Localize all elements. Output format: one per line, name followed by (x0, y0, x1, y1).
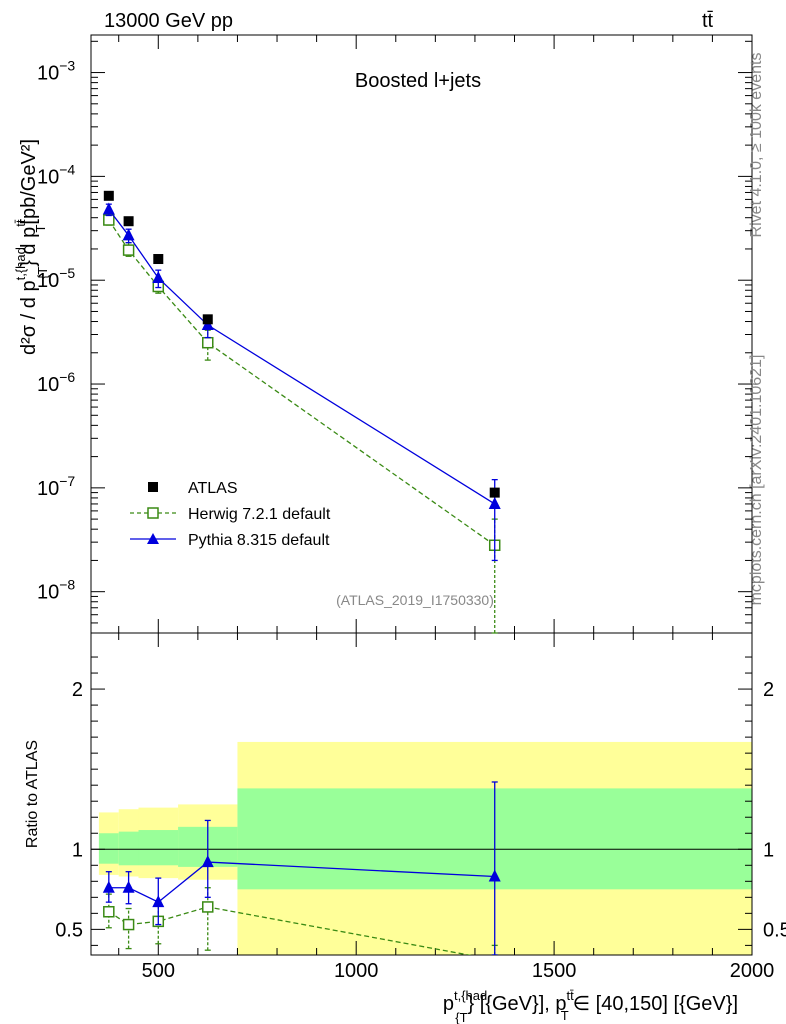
ytick-exp: −4 (59, 161, 75, 177)
ylabel-main: d²σ / d p (18, 280, 40, 355)
plot-title: Boosted l+jets (355, 70, 481, 92)
ytick-base: 10 (37, 166, 59, 188)
main-ytick-label: 10−4 (37, 161, 75, 188)
legend-marker-pythia (147, 533, 159, 544)
band-inner-1 (118, 831, 139, 866)
ratio-pythia-point (102, 880, 115, 893)
ratio-ytick-label-right: 2 (763, 679, 774, 701)
main-herwig-point (103, 214, 115, 226)
xtick-label: 2000 (730, 960, 775, 982)
ratio-y-axis-label: Ratio to ATLAS (24, 740, 41, 848)
ytick-exp: −3 (59, 58, 75, 74)
ratio-herwig-point (202, 901, 214, 913)
ratio-ytick-label-right: 0.5 (763, 919, 786, 941)
main-y-axis-label: d²σ / d pt,{had {T} d ptt̄ T[pb/GeV²] (13, 139, 50, 355)
ratio-pythia-point (152, 895, 165, 908)
main-herwig-point (202, 336, 214, 349)
xtick-label: 1500 (532, 960, 577, 982)
ratio-herwig-point (103, 905, 115, 918)
ylabel-sup1: t,{had (13, 247, 28, 280)
main-ytick-label: 10−7 (37, 473, 75, 500)
main-pythia-point (102, 202, 115, 215)
legend: ATLAS Herwig 7.2.1 default Pythia 8.315 … (130, 480, 331, 549)
ylabel-sub2: T (33, 225, 48, 233)
main-atlas-point (103, 190, 114, 201)
x-axis-label: pt,{had {T} [{GeV}], ptt̄ T ∈ [40,150] [{Ge… (443, 988, 738, 1024)
ratio-herwig-point (122, 918, 135, 931)
ratio-uncertainty-bands (98, 741, 752, 955)
main-pythia-line (108, 209, 496, 505)
xlabel-a-sub: {T (455, 1010, 467, 1024)
legend-label-pythia: Pythia 8.315 default (188, 532, 330, 549)
legend-label-atlas: ATLAS (188, 480, 238, 497)
legend-marker-herwig (147, 507, 159, 519)
mcplots-credit-text: mcplots.cern.ch [arXiv:2401.10621] (748, 355, 765, 606)
ratio-ytick-label: 1 (72, 839, 83, 861)
ytick-exp: −8 (59, 577, 75, 593)
ylabel-sup2: tt̄ (13, 219, 28, 227)
ytick-exp: −7 (59, 473, 75, 489)
main-ytick-label: 10−6 (37, 369, 75, 396)
main-atlas-point (153, 254, 164, 265)
rivet-version-text: Rivet 4.1.0, ≥ 100k events (748, 53, 765, 238)
legend-marker-atlas (148, 482, 158, 492)
main-series (102, 190, 501, 634)
ratio-series (102, 781, 501, 955)
ytick-exp: −5 (59, 265, 75, 281)
xlabel-a-sup: t,{had (454, 988, 487, 1003)
ylabel-end: [pb/GeV²] (18, 139, 40, 225)
ytick-exp: −6 (59, 369, 75, 385)
main-ytick-label: 10−8 (37, 577, 75, 604)
main-pythia-point (152, 271, 165, 284)
header-right: tt̄ (702, 10, 714, 32)
main-ytick-label: 10−5 (37, 265, 75, 292)
main-atlas-point (123, 216, 134, 227)
ytick-base: 10 (37, 270, 59, 292)
ratio-pythia-point (122, 880, 135, 893)
ratio-ytick-label-right: 1 (763, 839, 774, 861)
ylabel-sub1: {T (35, 267, 50, 279)
ratio-herwig-line (108, 906, 473, 955)
main-ytick-label: 10−3 (37, 58, 75, 85)
xlabel-b-sup: tt̄ (567, 988, 575, 1003)
main-pythia-point (488, 496, 501, 509)
main-herwig-point (122, 244, 135, 256)
xlabel-a: p (443, 993, 454, 1015)
ytick-base: 10 (37, 374, 59, 396)
ylabel-mid: } d p (18, 227, 40, 267)
main-atlas-point (202, 314, 213, 325)
legend-label-herwig: Herwig 7.2.1 default (188, 506, 331, 523)
xlabel-b: } [{GeV}], p (468, 993, 567, 1015)
ytick-base: 10 (37, 478, 59, 500)
ratio-pythia-point (201, 855, 214, 868)
main-atlas-point (489, 487, 500, 498)
xlabel-b-sub: T (561, 1008, 569, 1023)
ytick-base: 10 (37, 582, 59, 604)
xtick-label: 1000 (334, 960, 379, 982)
header-left: 13000 GeV pp (104, 10, 233, 32)
ratio-plot-frame (90, 632, 753, 956)
main-pythia-point (122, 228, 135, 241)
band-inner-2 (138, 830, 179, 866)
main-herwig-line (108, 219, 496, 546)
ratio-pythia-point (488, 869, 501, 882)
ytick-base: 10 (37, 63, 59, 85)
analysis-watermark: (ATLAS_2019_I1750330) (336, 592, 494, 608)
band-inner-0 (98, 833, 119, 864)
ratio-ytick-label: 2 (72, 679, 83, 701)
ratio-ytick-label: 0.5 (55, 919, 83, 941)
xtick-label: 500 (142, 960, 175, 982)
xlabel-c: ∈ [40,150] [{GeV}] (573, 993, 738, 1015)
